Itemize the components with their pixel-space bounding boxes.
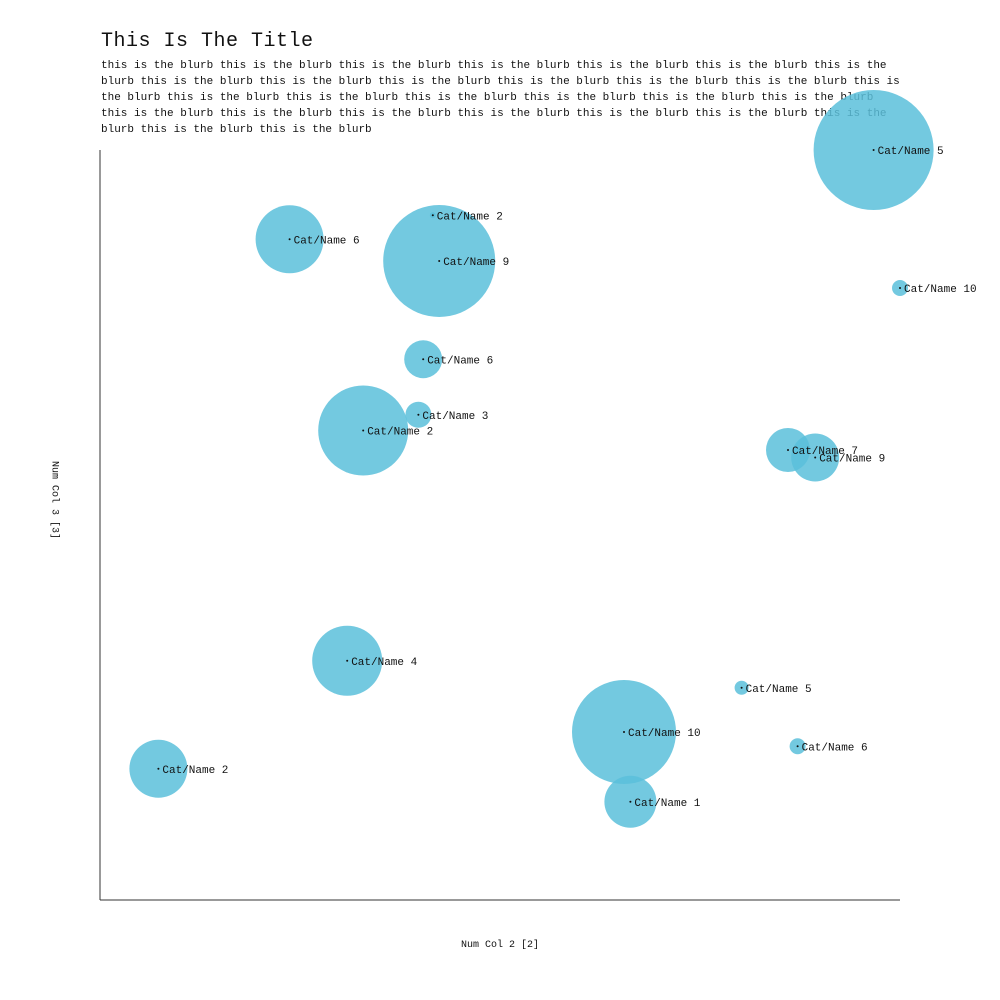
point-marker: [362, 429, 365, 432]
point-marker: [422, 358, 425, 361]
point-marker: [417, 413, 420, 416]
point-marker: [787, 449, 789, 451]
label-layer: Cat/Name 5 Cat/Name 2 Cat/Name 6 Cat/Name 9…: [157, 146, 977, 810]
point-label: Cat/Name 3: [422, 411, 488, 423]
point-marker: [431, 214, 434, 217]
point-label: Cat/Name 9: [819, 454, 885, 466]
point-marker: [740, 686, 743, 689]
point-marker: [899, 287, 901, 289]
x-axis-label: Num Col 2 [2]: [460, 940, 539, 951]
chart-subtitle: this is the blurb this is the blurb this…: [101, 60, 900, 136]
point-marker: [623, 731, 625, 733]
point-marker: [814, 456, 817, 459]
point-label: Cat/Name 5: [746, 684, 812, 696]
point-label: Cat/Name 7: [792, 446, 858, 458]
point-label: Cat/Name 2: [367, 427, 433, 439]
bubble-layer: [129, 90, 934, 828]
point-marker: [346, 659, 349, 662]
point-label: Cat/Name 6: [802, 742, 868, 754]
point-label: Cat/Name 5: [878, 146, 944, 158]
point-label: Cat/Name 6: [294, 235, 360, 247]
chart-title: This Is The Title: [101, 30, 314, 53]
point-label: Cat/Name 4: [351, 657, 417, 669]
point-marker: [796, 745, 799, 748]
point-label: Cat/Name 1: [634, 798, 700, 810]
point-label: Cat/Name 10: [628, 728, 701, 740]
point-marker: [629, 800, 632, 803]
point-label: Cat/Name 6: [427, 355, 493, 367]
point-marker: [438, 260, 441, 262]
point-label: Cat/Name 2: [437, 211, 503, 223]
point-marker: [157, 767, 160, 770]
point-label: Cat/Name 10: [904, 284, 977, 296]
point-marker: [288, 238, 291, 241]
point-label: Cat/Name 9: [443, 257, 509, 269]
point-marker: [872, 149, 875, 151]
y-axis-label: Num Col 3 [3]: [48, 460, 60, 540]
point-label: Cat/Name 2: [162, 765, 228, 777]
